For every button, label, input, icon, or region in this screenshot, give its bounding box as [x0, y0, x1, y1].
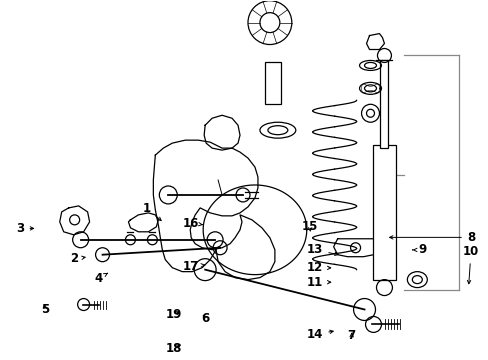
Text: 16: 16 [183, 216, 202, 230]
Text: 5: 5 [41, 303, 49, 316]
Text: 8: 8 [389, 231, 474, 244]
FancyBboxPatch shape [372, 145, 396, 280]
FancyBboxPatch shape [264, 62, 280, 104]
Text: 1: 1 [142, 202, 161, 221]
Text: 6: 6 [201, 311, 209, 325]
Text: 4: 4 [94, 272, 107, 285]
Text: 2: 2 [70, 252, 85, 265]
Text: 14: 14 [306, 328, 332, 341]
Text: 18: 18 [165, 342, 182, 355]
FancyBboxPatch shape [380, 60, 387, 148]
Text: 9: 9 [412, 243, 426, 256]
Text: 19: 19 [165, 308, 182, 321]
Text: 13: 13 [306, 243, 337, 256]
Text: 12: 12 [306, 261, 330, 274]
Text: 3: 3 [16, 222, 34, 235]
Text: 10: 10 [462, 245, 478, 284]
Text: 17: 17 [183, 260, 204, 273]
Text: 15: 15 [302, 220, 318, 233]
Text: 7: 7 [347, 329, 355, 342]
Text: 11: 11 [306, 276, 330, 289]
